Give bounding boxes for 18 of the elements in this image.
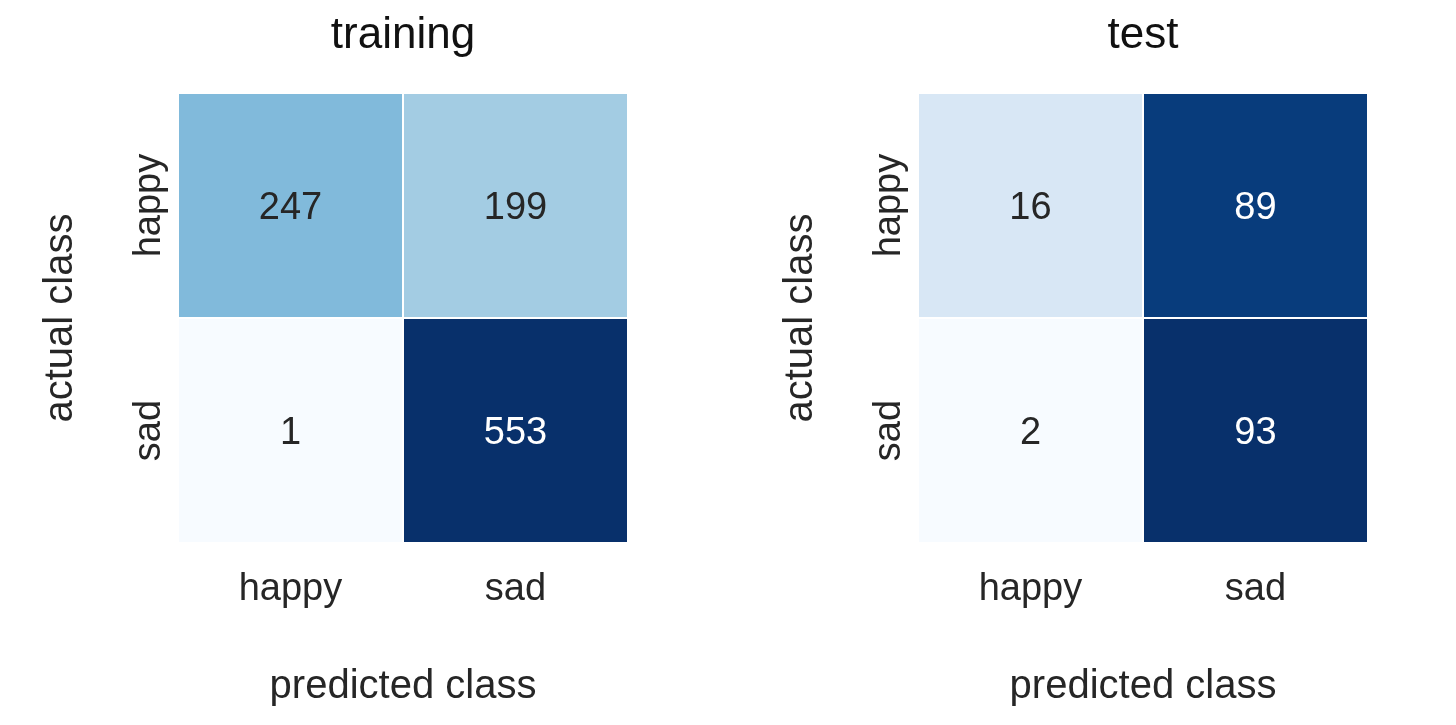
x-tick-label: happy <box>238 565 343 608</box>
y-axis-title: actual class <box>776 213 821 423</box>
x-axis-title: predicted class <box>1009 662 1277 706</box>
y-axis-title: actual class <box>36 213 81 423</box>
data-label: 89 <box>1234 184 1277 227</box>
data-label: 93 <box>1234 409 1277 452</box>
chart-title: test <box>1106 8 1180 59</box>
data-label: 247 <box>258 184 323 227</box>
data-label: 1 <box>279 409 302 452</box>
x-tick-label: sad <box>1224 565 1287 608</box>
data-label: 16 <box>1009 184 1052 227</box>
x-tick-label: happy <box>978 565 1083 608</box>
data-label: 553 <box>483 409 548 452</box>
data-label: 199 <box>483 184 548 227</box>
x-tick-label: sad <box>484 565 547 608</box>
data-label: 2 <box>1019 409 1042 452</box>
chart-title: training <box>329 8 477 59</box>
x-axis-title: predicted class <box>269 662 537 706</box>
